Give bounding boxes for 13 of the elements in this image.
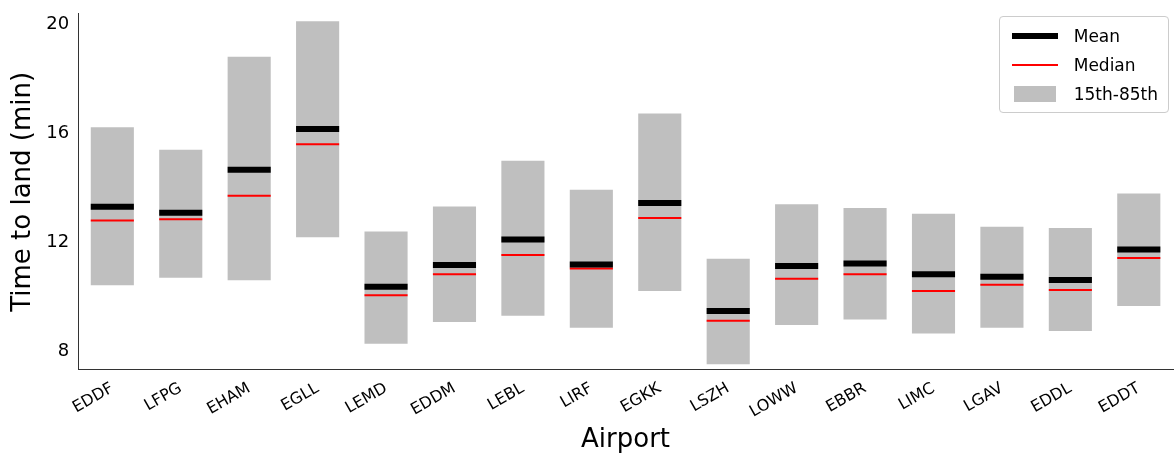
y-tick-label: 16: [46, 121, 70, 143]
x-axis-title: Airport: [581, 423, 671, 454]
annotation: Mean: [1073, 25, 1121, 46]
y-tick-label: 20: [46, 12, 70, 34]
x-tick-label: EGLL: [277, 377, 322, 415]
y-tick-label: 12: [46, 229, 70, 251]
x-tick-label: LIMC: [894, 377, 938, 414]
y-axis-title: Time to land (min): [6, 71, 37, 313]
y-tick-label: 8: [57, 338, 70, 360]
x-tick-label: LEBL: [483, 377, 528, 414]
annotation: Median: [1073, 54, 1136, 75]
x-tick-label: LIRF: [556, 377, 596, 412]
legend-label: 15th-85th: [1073, 83, 1158, 104]
